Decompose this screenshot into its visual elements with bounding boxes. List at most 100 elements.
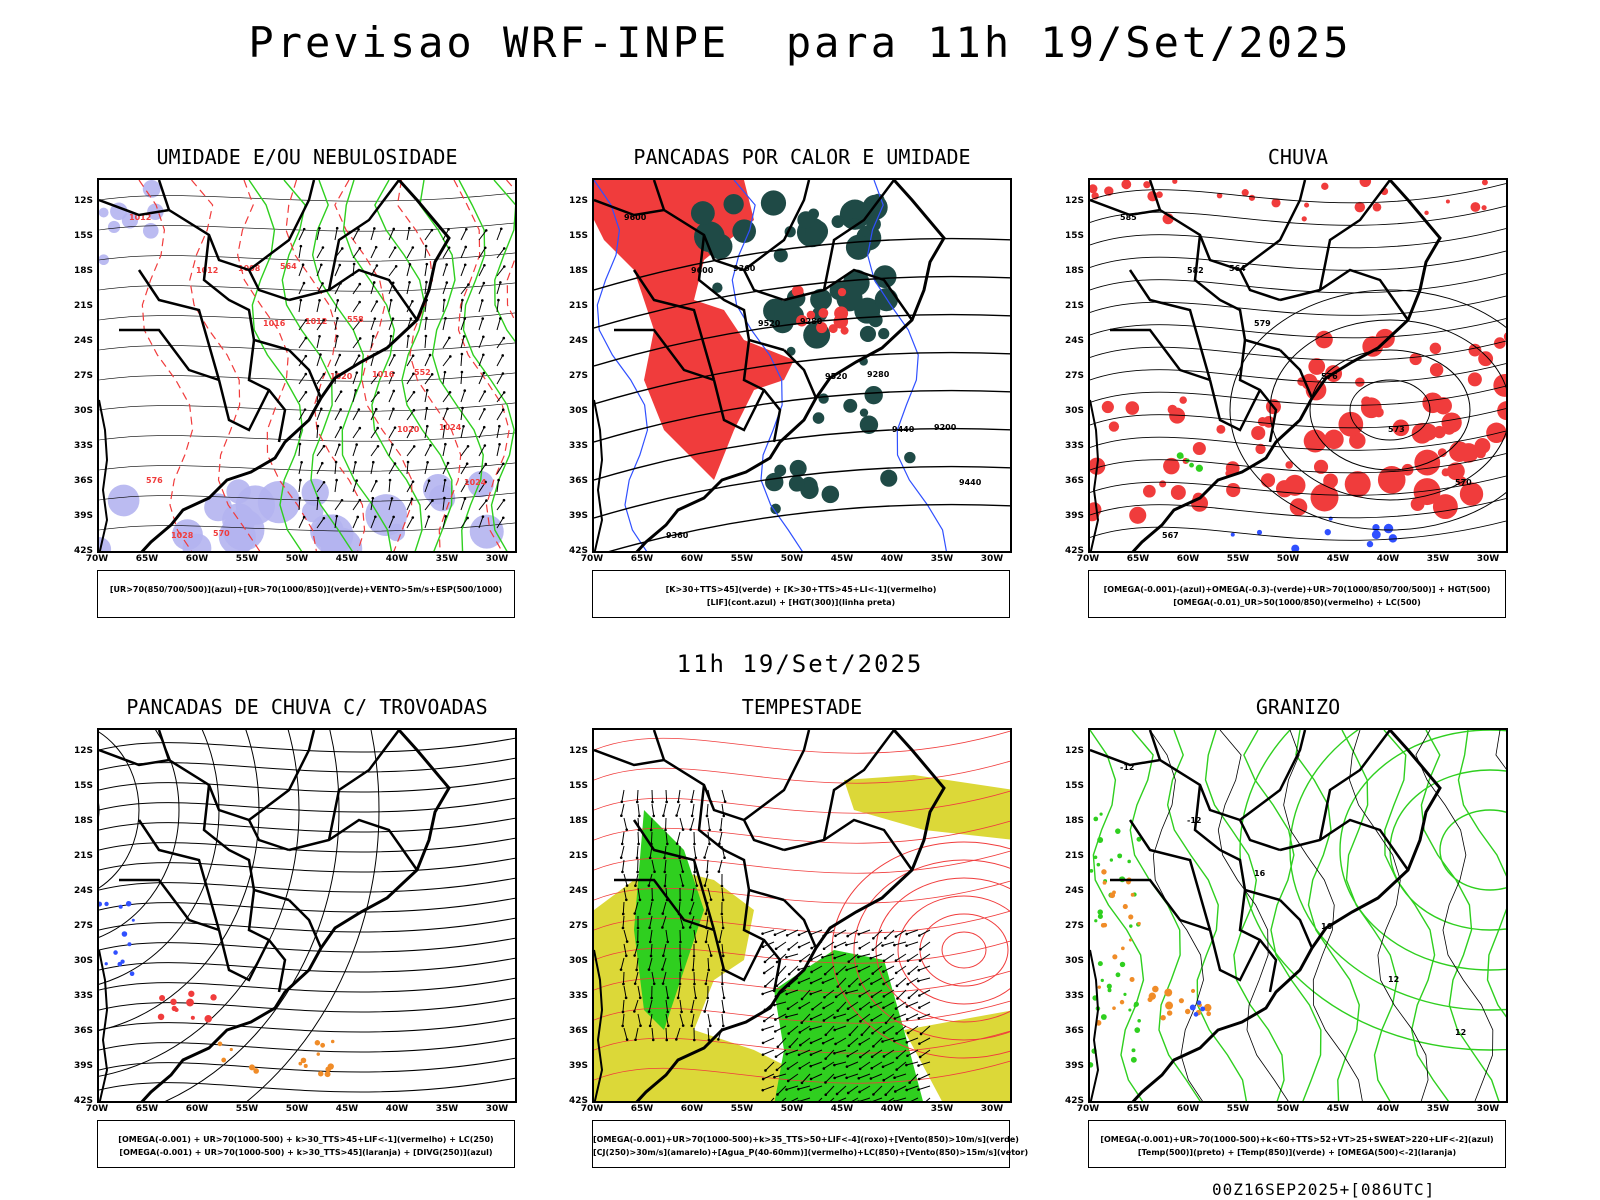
contour-label: 579 <box>1254 319 1271 328</box>
lat-tick-label: 39S <box>568 1061 588 1071</box>
lat-tick-label: 24S <box>1064 336 1084 346</box>
heat-showers-panel-title: PANCADAS POR CALOR E UMIDADE <box>633 145 971 169</box>
contour-label: 552 <box>414 368 431 377</box>
contour-label: 1020 <box>330 372 353 381</box>
lon-tick-label: 55W <box>235 554 259 564</box>
lat-tick-label: 21S <box>73 851 93 861</box>
lon-tick-label: 65W <box>1126 554 1150 564</box>
lat-tick-label: 33S <box>568 991 588 1001</box>
lat-tick-label: 33S <box>73 991 93 1001</box>
lat-tick-label: 39S <box>1064 511 1084 521</box>
lat-tick-label: 36S <box>568 476 588 486</box>
contour-label: 585 <box>1120 213 1137 222</box>
page-title: Previsao WRF-INPE para 11h 19/Set/2025 <box>248 18 1352 67</box>
lat-tick-label: 36S <box>1064 476 1084 486</box>
lat-tick-label: 42S <box>568 546 588 556</box>
legend-line: [Temp(500)](preto) + [Temp(850)](verde) … <box>1137 1148 1457 1157</box>
lon-tick-label: 70W <box>1076 554 1100 564</box>
lat-tick-label: 12S <box>73 196 93 206</box>
thunderstorm-legend: [OMEGA(-0.001) + UR>70(1000-500) + k>30_… <box>97 1120 515 1168</box>
contour-label: 9440 <box>959 478 982 487</box>
legend-line: [OMEGA(-0.001)-(azul)+OMEGA(-0.3)-(verde… <box>1103 585 1491 594</box>
contour-label: 558 <box>347 315 364 324</box>
lat-tick-label: 15S <box>73 781 93 791</box>
lon-tick-label: 60W <box>1176 1104 1200 1114</box>
lat-tick-label: 30S <box>73 956 93 966</box>
lat-tick-label: 12S <box>73 746 93 756</box>
lon-tick-label: 35W <box>435 1104 459 1114</box>
lon-tick-label: 40W <box>1376 1104 1400 1114</box>
lon-tick-label: 60W <box>1176 554 1200 564</box>
heat-showers-legend: [K>30+TTS>45](verde) + [K>30+TTS>45+LI<-… <box>592 570 1010 618</box>
rain-map: 585 582 579 576 573 570 567 564 <box>1088 178 1508 553</box>
lon-tick-label: 35W <box>930 554 954 564</box>
lat-tick-label: 27S <box>73 371 93 381</box>
lat-tick-label: 24S <box>73 886 93 896</box>
lon-tick-label: 40W <box>385 1104 409 1114</box>
contour-label: 1012 <box>196 266 218 275</box>
lat-tick-label: 39S <box>568 511 588 521</box>
legend-line: [OMEGA(-0.001)+UR>70(1000-500)+k<60+TTS>… <box>1100 1135 1494 1144</box>
lon-tick-label: 40W <box>880 1104 904 1114</box>
lon-tick-label: 45W <box>1326 1104 1350 1114</box>
lat-tick-label: 36S <box>73 1026 93 1036</box>
lon-tick-label: 40W <box>385 554 409 564</box>
lat-tick-label: 39S <box>73 511 93 521</box>
lon-tick-label: 65W <box>135 1104 159 1114</box>
lon-tick-label: 65W <box>630 554 654 564</box>
humidity-map-graphic: 1012101210161020102010241028100810121016… <box>99 180 515 551</box>
hail-legend: [OMEGA(-0.001)+UR>70(1000-500)+k<60+TTS>… <box>1088 1120 1506 1168</box>
lon-tick-label: 70W <box>1076 1104 1100 1114</box>
lon-tick-label: 55W <box>730 1104 754 1114</box>
lat-tick-label: 30S <box>568 956 588 966</box>
contour-label: 573 <box>1388 425 1405 434</box>
lat-tick-label: 12S <box>568 746 588 756</box>
legend-line: [OMEGA(-0.001) + UR>70(1000-500) + k>30_… <box>118 1135 494 1144</box>
lat-tick-label: 42S <box>73 1096 93 1106</box>
lat-tick-label: 39S <box>73 1061 93 1071</box>
lon-tick-label: 35W <box>1426 1104 1450 1114</box>
lon-tick-label: 60W <box>680 1104 704 1114</box>
lon-tick-label: 70W <box>580 1104 604 1114</box>
lon-tick-label: 55W <box>1226 554 1250 564</box>
lat-tick-label: 33S <box>73 441 93 451</box>
lon-tick-label: 50W <box>780 1104 804 1114</box>
contour-label: 1012 <box>305 317 327 326</box>
lon-tick-label: 30W <box>485 554 509 564</box>
lat-tick-label: 21S <box>568 301 588 311</box>
lat-tick-label: 30S <box>73 406 93 416</box>
contour-label: -12 <box>1187 816 1201 825</box>
lat-tick-label: 21S <box>1064 851 1084 861</box>
lat-tick-label: 27S <box>1064 921 1084 931</box>
lat-tick-label: 21S <box>73 301 93 311</box>
lon-tick-label: 50W <box>780 554 804 564</box>
lon-tick-label: 60W <box>680 554 704 564</box>
contour-label: 16 <box>1254 869 1266 878</box>
lon-tick-label: 30W <box>1476 554 1500 564</box>
legend-line: [CJ(250)>30m/s](amarelo)+[Agua_P(40-60mm… <box>593 1148 1029 1157</box>
contour-label: 576 <box>146 476 163 485</box>
contour-label: 570 <box>213 529 230 538</box>
lat-tick-label: 15S <box>1064 231 1084 241</box>
tempest-legend: [OMEGA(-0.001)+UR>70(1000-500)+k>35_TTS>… <box>592 1120 1029 1168</box>
lat-tick-label: 24S <box>568 886 588 896</box>
lon-tick-label: 60W <box>185 1104 209 1114</box>
contour-label: 1016 <box>372 370 395 379</box>
lon-tick-label: 45W <box>830 554 854 564</box>
legend-line: [K>30+TTS>45](verde) + [K>30+TTS>45+LI<-… <box>665 585 937 594</box>
hail-map: -12 -12 16 16 12 12 <box>1088 728 1508 1103</box>
lat-tick-label: 18S <box>73 266 93 276</box>
lat-tick-label: 42S <box>1064 1096 1084 1106</box>
lat-tick-label: 27S <box>73 921 93 931</box>
contour-label: 1016 <box>263 319 286 328</box>
contour-label: 9280 <box>800 317 823 326</box>
lat-tick-label: 36S <box>568 1026 588 1036</box>
lat-tick-label: 24S <box>568 336 588 346</box>
rain-panel-title: CHUVA <box>1267 145 1329 169</box>
lat-tick-label: 15S <box>568 231 588 241</box>
lon-tick-label: 60W <box>185 554 209 564</box>
lat-tick-label: 21S <box>1064 301 1084 311</box>
lat-tick-label: 42S <box>1064 546 1084 556</box>
tempest-map <box>592 728 1012 1103</box>
contour-label: 564 <box>280 262 297 271</box>
